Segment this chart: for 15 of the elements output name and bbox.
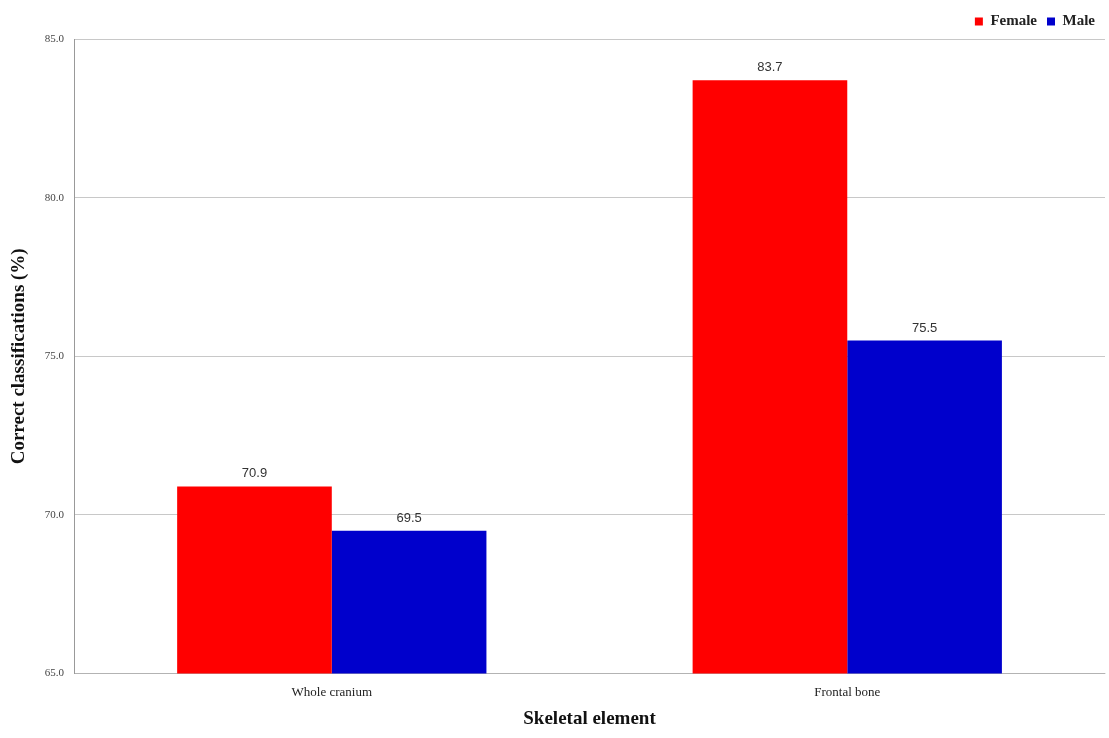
x-axis-title: Skeletal element <box>523 706 657 728</box>
y-tick-label: 85.0 <box>44 31 65 44</box>
legend-label: Female <box>990 12 1038 29</box>
y-tick-label: 80.0 <box>44 190 65 203</box>
x-tick-label: Whole cranium <box>291 683 373 699</box>
data-label: 69.5 <box>396 509 422 525</box>
data-label: 70.9 <box>241 465 268 481</box>
legend-label: Male <box>1062 12 1096 29</box>
x-tick-label: Frontal bone <box>814 683 881 699</box>
y-axis-title: Correct classifications (%) <box>7 248 30 465</box>
y-tick-label: 70.0 <box>44 507 65 520</box>
y-tick-label: 65.0 <box>44 666 65 679</box>
y-tick-label: 75.0 <box>44 349 65 362</box>
data-label: 75.5 <box>911 319 938 335</box>
data-label: 83.7 <box>757 59 783 75</box>
